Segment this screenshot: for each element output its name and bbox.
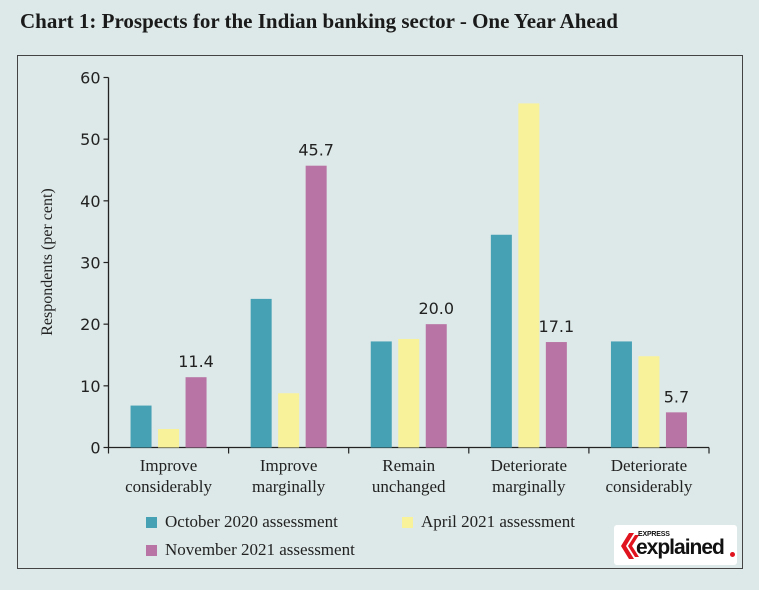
x-tick-label: Improve [140,456,198,475]
x-tick-label: marginally [252,477,326,496]
x-tick-label: Deteriorate [611,456,687,475]
legend-swatch [146,544,157,556]
x-tick-label: unchanged [372,477,446,496]
bar [250,298,272,448]
data-label: 17.1 [539,317,575,336]
y-tick-label: 20 [80,315,100,334]
bar [638,356,660,448]
bar [158,429,180,448]
logo-text-express: EXPRESS [638,531,670,538]
x-tick-label: marginally [492,477,566,496]
bar [665,412,687,448]
bar [398,338,420,448]
bar [185,377,207,448]
x-tick-label: considerably [606,477,693,496]
bar [130,405,152,448]
bar [545,342,567,448]
data-label: 45.7 [298,141,334,160]
legend-swatch [402,516,413,528]
logo-stripes-icon [621,533,639,559]
bar [518,103,540,448]
x-tick-label: Improve [260,456,318,475]
y-tick-label: 50 [80,130,100,149]
logo-text-explained: explained [636,536,725,559]
y-tick-label: 30 [80,254,100,273]
x-tick-label: Remain [382,456,435,475]
chart-title: Chart 1: Prospects for the Indian bankin… [20,9,618,33]
bar [305,165,327,448]
y-tick-label: 40 [80,192,100,211]
legend-label: November 2021 assessment [165,540,355,559]
data-label: 11.4 [178,352,214,371]
y-tick-label: 10 [80,377,100,396]
bar [278,393,300,448]
legend-label: April 2021 assessment [421,512,575,531]
logo-dot [730,552,735,557]
x-tick-label: considerably [125,477,212,496]
legend-item-october-2020: October 2020 assessment [146,512,338,532]
y-tick-label: 60 [80,69,100,88]
data-label: 20.0 [418,299,454,318]
legend-label: October 2020 assessment [165,512,338,531]
bar [490,234,512,448]
data-label: 5.7 [664,387,689,406]
y-tick-label: 0 [90,439,100,458]
bar [425,324,447,448]
express-explained-logo: EXPRESS explained [614,525,737,565]
y-axis-label: Respondents (per cent) [39,188,56,336]
legend-item-november-2021: November 2021 assessment [146,540,355,560]
x-tick-label: Deteriorate [491,456,567,475]
bar [610,341,632,448]
legend-swatch [146,516,157,528]
bar [370,341,392,448]
legend-item-april-2021: April 2021 assessment [402,512,575,532]
chart-frame [17,55,743,569]
